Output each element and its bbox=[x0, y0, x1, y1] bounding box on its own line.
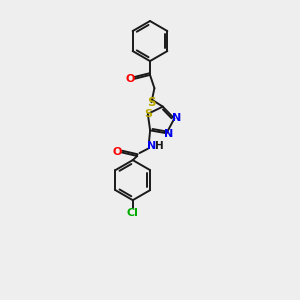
Text: O: O bbox=[126, 74, 135, 84]
Text: N: N bbox=[172, 113, 181, 123]
Text: N: N bbox=[164, 129, 173, 139]
Text: H: H bbox=[155, 141, 164, 151]
Text: Cl: Cl bbox=[127, 208, 139, 218]
Text: S: S bbox=[147, 96, 156, 109]
Text: O: O bbox=[113, 147, 122, 157]
Text: S: S bbox=[144, 109, 152, 119]
Text: N: N bbox=[147, 141, 157, 151]
